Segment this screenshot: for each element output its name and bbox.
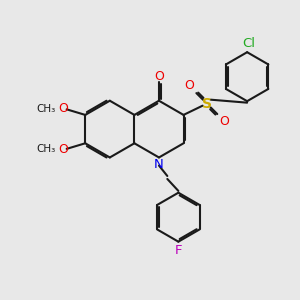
Text: O: O <box>154 70 164 83</box>
Text: Cl: Cl <box>242 37 255 50</box>
Text: CH₃: CH₃ <box>37 104 56 114</box>
Text: F: F <box>175 244 182 256</box>
Text: O: O <box>58 102 68 115</box>
Text: O: O <box>184 80 194 92</box>
Text: O: O <box>220 115 230 128</box>
Text: S: S <box>202 97 212 111</box>
Text: O: O <box>58 143 68 156</box>
Text: CH₃: CH₃ <box>37 145 56 154</box>
Text: N: N <box>154 158 164 170</box>
